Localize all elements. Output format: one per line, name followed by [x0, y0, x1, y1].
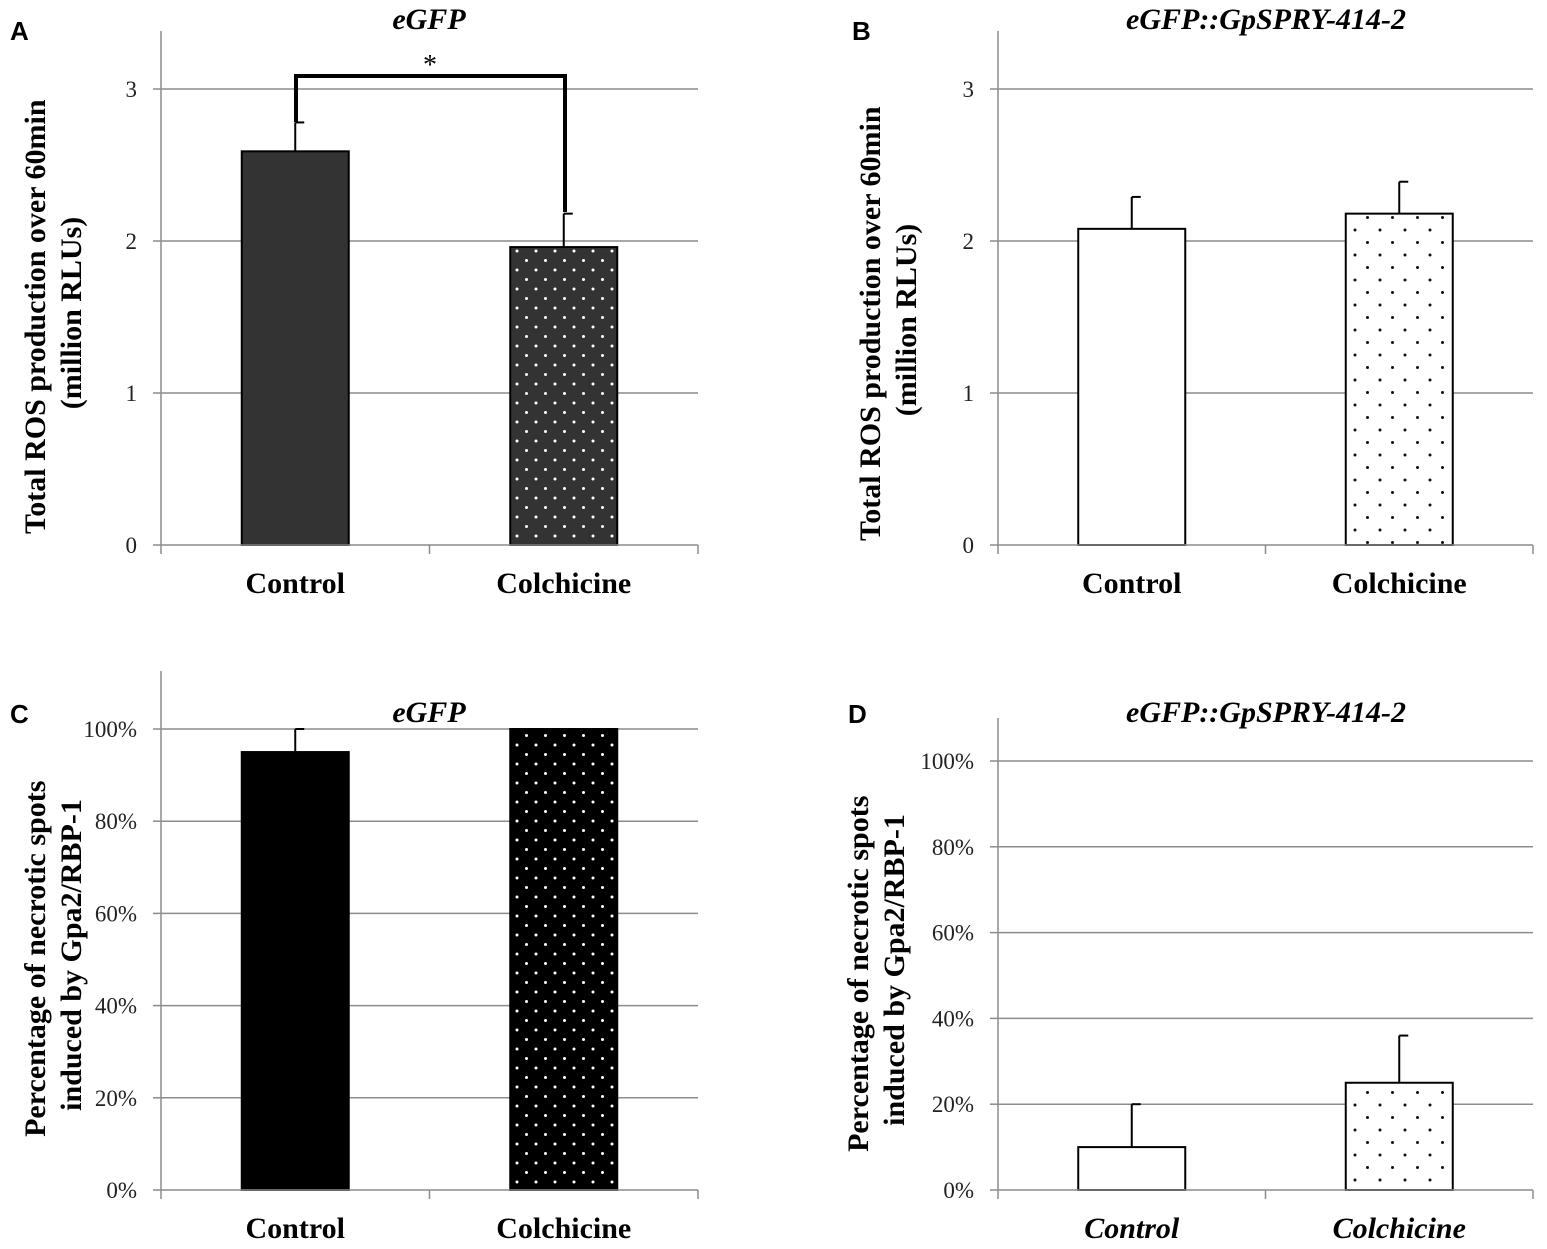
y-axis-label-line-1: Total ROS production over 60min — [854, 106, 887, 541]
y-tick-label: 20% — [932, 1092, 974, 1117]
y-tick-label: 100% — [920, 749, 974, 774]
y-axis-label: Percentage of necrotic spots induced by … — [842, 788, 911, 1152]
panel-letter-b: B — [852, 16, 871, 46]
bar-control — [240, 751, 350, 1191]
y-tick-label: 0% — [106, 1178, 137, 1203]
y-tick-label: 60% — [95, 901, 137, 926]
x-category-label: Colchicine — [496, 1212, 631, 1245]
y-axis-label-line-1: Total ROS production over 60min — [19, 99, 52, 534]
y-tick-label: 40% — [932, 1006, 974, 1031]
y-tick-label: 40% — [95, 994, 137, 1019]
x-category-label: Colchicine — [1333, 1212, 1466, 1245]
y-axis-label: Total ROS production over 60min (million… — [19, 92, 88, 534]
panel-a: A eGFP Total ROS production over 60min (… — [10, 3, 699, 600]
y-tick-label: 20% — [95, 1086, 137, 1111]
x-category-label: Colchicine — [496, 567, 631, 600]
bar-colchicine — [509, 246, 619, 547]
x-category-label: Control — [246, 1212, 345, 1245]
y-tick-label: 100% — [83, 717, 137, 742]
y-axis-label-line-2: induced by Gpa2/RBP-1 — [878, 814, 911, 1126]
y-tick-label: 1 — [126, 381, 138, 406]
panel-letter-d: D — [848, 699, 867, 729]
y-tick-label: 2 — [126, 229, 138, 254]
panel-letter-c: C — [10, 699, 29, 729]
y-tick-label: 0 — [126, 533, 138, 558]
significance-asterisk: * — [423, 50, 437, 81]
y-tick-label: 80% — [932, 835, 974, 860]
chart-title: eGFP::GpSPRY-414-2 — [1126, 696, 1406, 729]
x-category-label: Colchicine — [1332, 567, 1467, 600]
panel-d: D eGFP::GpSPRY-414-2 Percentage of necro… — [842, 696, 1534, 1245]
y-axis-label-line-2: induced by Gpa2/RBP-1 — [55, 799, 88, 1111]
y-tick-label: 0 — [963, 533, 975, 558]
y-tick-label: 3 — [963, 77, 975, 102]
chart-title: eGFP::GpSPRY-414-2 — [1126, 3, 1406, 36]
y-tick-label: 2 — [963, 229, 975, 254]
y-tick-label: 1 — [963, 381, 975, 406]
chart-title: eGFP — [392, 696, 466, 729]
bar-control — [1077, 227, 1187, 546]
y-axis-label-line-1: Percentage of necrotic spots — [19, 781, 52, 1137]
x-category-label: Control — [1084, 1212, 1180, 1245]
bar-control — [1077, 1146, 1187, 1191]
bar-colchicine — [1344, 212, 1454, 546]
panel-b: B eGFP::GpSPRY-414-2 Total ROS productio… — [852, 3, 1534, 600]
y-axis-label: Total ROS production over 60min (million… — [854, 99, 923, 541]
x-category-label: Control — [246, 567, 345, 600]
panel-letter-a: A — [10, 16, 29, 46]
chart-title: eGFP — [392, 3, 466, 36]
y-tick-label: 3 — [126, 77, 138, 102]
y-axis-label-line-1: Percentage of necrotic spots — [842, 796, 875, 1152]
y-tick-label: 80% — [95, 809, 137, 834]
significance-bracket-line — [294, 74, 567, 212]
y-axis-label-line-2: (million RLUs) — [890, 224, 923, 417]
y-tick-label: 60% — [932, 921, 974, 946]
x-category-label: Control — [1082, 567, 1181, 600]
y-axis-label: Percentage of necrotic spots induced by … — [19, 773, 88, 1137]
y-axis-label-line-2: (million RLUs) — [55, 217, 88, 410]
bar-colchicine — [1344, 1081, 1454, 1191]
significance-bracket: * — [294, 50, 567, 212]
panel-c: C eGFP Percentage of necrotic spots indu… — [10, 671, 699, 1245]
y-tick-label: 0% — [943, 1178, 974, 1203]
bar-colchicine — [509, 728, 619, 1191]
bar-control — [240, 150, 350, 546]
